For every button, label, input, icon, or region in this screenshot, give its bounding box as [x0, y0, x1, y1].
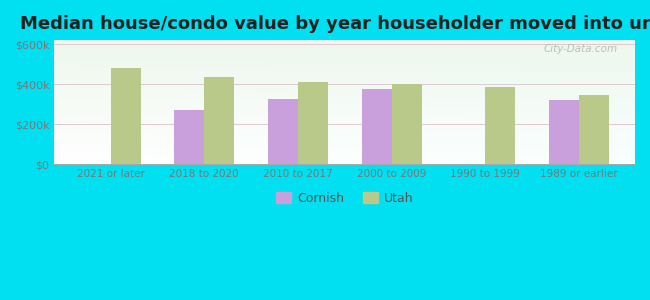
Bar — [298, 82, 328, 164]
Legend: Cornish, Utah: Cornish, Utah — [271, 187, 419, 210]
Bar — [578, 95, 609, 164]
Bar — [485, 87, 515, 164]
Bar — [174, 110, 204, 164]
Bar — [268, 99, 298, 164]
Text: City-Data.com: City-Data.com — [543, 44, 618, 54]
Bar — [111, 68, 140, 164]
Bar — [391, 84, 421, 164]
Bar — [549, 100, 578, 164]
Title: Median house/condo value by year householder moved into unit: Median house/condo value by year househo… — [20, 15, 650, 33]
Bar — [361, 89, 391, 164]
Bar — [204, 77, 234, 164]
